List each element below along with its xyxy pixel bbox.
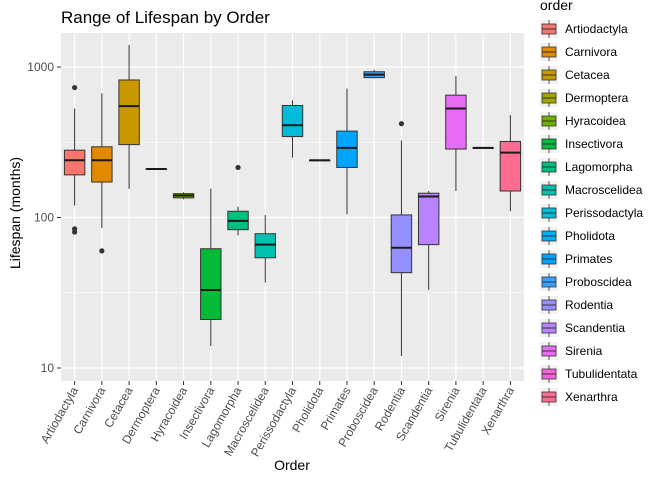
- outlier-point: [72, 84, 78, 91]
- legend-label: Artiodactyla: [565, 22, 628, 36]
- box-iqr: [499, 140, 522, 192]
- box-proboscidea: [363, 69, 385, 79]
- legend: order Artiodactyla Carnivora Cetacea Dermop…: [540, 0, 643, 406]
- y-tick-label: 100: [34, 211, 54, 225]
- y-axis-label: Lifespan (months): [7, 157, 23, 269]
- box-pholidota: [309, 159, 331, 162]
- legend-label: Sirenia: [565, 344, 603, 358]
- legend-label: Dermoptera: [565, 91, 629, 105]
- legend-label: Hyracoidea: [565, 114, 626, 128]
- legend-item: Tubulidentata: [540, 365, 638, 383]
- box-insectivora: [200, 188, 222, 347]
- legend-item: Cetacea: [540, 66, 610, 84]
- box-xenarthra: [499, 114, 522, 212]
- chart-title: Range of Lifespan by Order: [61, 8, 270, 27]
- legend-label: Proboscidea: [565, 275, 632, 289]
- plot-panel: [61, 33, 524, 381]
- legend-label: Pholidota: [565, 229, 615, 243]
- legend-item: Hyracoidea: [540, 112, 626, 130]
- outlier-point: [99, 248, 105, 254]
- box-iqr: [91, 146, 113, 183]
- box-scandentia: [417, 190, 440, 290]
- legend-item: Proboscidea: [540, 273, 632, 291]
- box-primates: [336, 88, 358, 215]
- legend-item: Lagomorpha: [540, 158, 633, 176]
- box-carnivora: [91, 93, 113, 254]
- outlier-point: [398, 121, 405, 127]
- legend-label: Tubulidentata: [565, 367, 638, 381]
- box-lagomorpha: [227, 164, 249, 236]
- legend-item: Sirenia: [540, 342, 603, 360]
- legend-item: Scandentia: [540, 319, 625, 337]
- box-macroscelidea: [254, 214, 276, 283]
- legend-label: Xenarthra: [565, 390, 618, 404]
- box-hyracoidea: [172, 192, 195, 200]
- x-tick-label: Artiodactyla: [38, 384, 82, 446]
- legend-item: Rodentia: [540, 296, 613, 314]
- box-iqr: [254, 233, 276, 259]
- legend-label: Rodentia: [565, 298, 613, 312]
- legend-item: Dermoptera: [540, 89, 629, 107]
- y-tick-label: 1000: [27, 60, 54, 74]
- box-dermoptera: [145, 168, 168, 171]
- box-iqr: [417, 192, 440, 246]
- box-perissodactyla: [281, 100, 304, 158]
- box-iqr: [200, 248, 222, 321]
- box-artiodactyla: [63, 84, 86, 235]
- legend-item: Xenarthra: [540, 388, 618, 406]
- box-sirenia: [445, 76, 467, 191]
- legend-label: Cetacea: [565, 68, 610, 82]
- box-tubulidentata: [472, 146, 494, 149]
- legend-title: order: [540, 0, 573, 13]
- box-iqr: [281, 104, 304, 138]
- x-axis-label: Order: [274, 457, 310, 473]
- legend-label: Perissodactyla: [565, 206, 643, 220]
- legend-item: Insectivora: [540, 135, 623, 153]
- box-iqr: [445, 94, 467, 150]
- legend-item: Perissodactyla: [540, 204, 643, 222]
- box-iqr: [390, 214, 413, 274]
- legend-item: Macroscelidea: [540, 181, 643, 199]
- outlier-point: [72, 229, 78, 235]
- legend-label: Lagomorpha: [565, 160, 633, 174]
- y-tick-label: 10: [41, 361, 55, 375]
- legend-label: Insectivora: [565, 137, 623, 151]
- box-cetacea: [118, 45, 140, 189]
- legend-label: Macroscelidea: [565, 183, 643, 197]
- legend-label: Primates: [565, 252, 612, 266]
- box-iqr: [63, 149, 86, 176]
- box-rodentia: [390, 121, 413, 357]
- legend-label: Scandentia: [565, 321, 625, 335]
- box-iqr: [336, 130, 358, 168]
- legend-label: Carnivora: [565, 45, 617, 59]
- box-iqr: [118, 79, 140, 146]
- outlier-point: [235, 164, 241, 171]
- legend-item: Carnivora: [540, 43, 617, 61]
- legend-item: Pholidota: [540, 227, 615, 245]
- legend-item: Primates: [540, 250, 612, 268]
- legend-item: Artiodactyla: [540, 20, 628, 38]
